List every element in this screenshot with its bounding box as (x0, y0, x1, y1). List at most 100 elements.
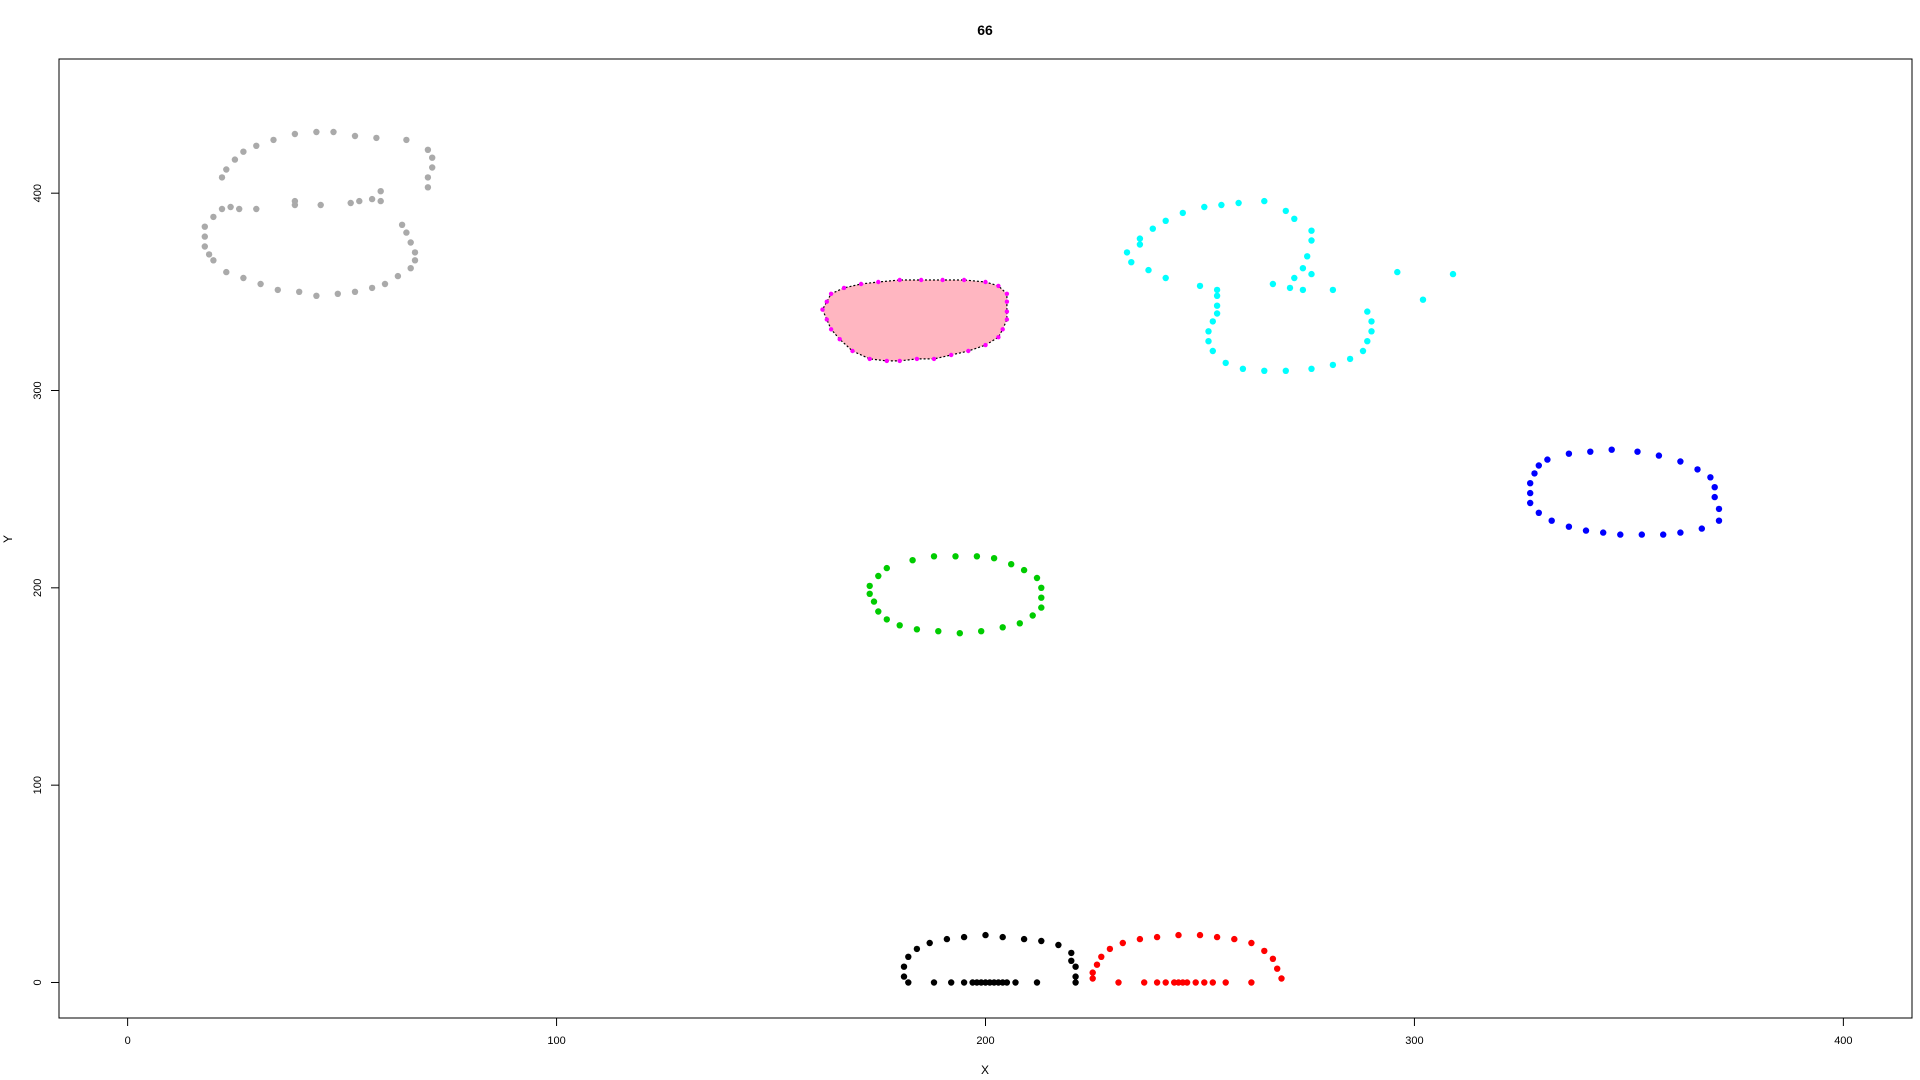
data-point (1162, 274, 1169, 282)
data-point (1115, 979, 1122, 986)
data-point (1419, 296, 1427, 303)
data-point (1544, 456, 1551, 463)
series-0 (201, 128, 436, 299)
data-point (1715, 505, 1723, 513)
data-point (960, 933, 968, 941)
data-point (1136, 935, 1144, 943)
data-point (1694, 466, 1701, 473)
data-point (1033, 979, 1041, 986)
data-point (253, 142, 260, 149)
data-point (1527, 499, 1534, 507)
data-point (1055, 941, 1062, 949)
data-point (1171, 979, 1178, 986)
data-point (1128, 259, 1135, 266)
data-point (940, 277, 945, 283)
data-point (1565, 523, 1573, 530)
data-point (201, 233, 208, 240)
series-3 (1527, 446, 1723, 538)
data-point (1098, 953, 1105, 960)
data-point (1364, 308, 1371, 315)
data-point (356, 197, 363, 205)
data-point (1089, 969, 1096, 976)
data-point (1394, 268, 1401, 276)
data-point (1205, 328, 1212, 335)
data-point (1527, 489, 1534, 497)
y-tick-label: 400 (32, 184, 44, 202)
data-point (1136, 235, 1144, 242)
data-point (913, 626, 921, 633)
data-point (1020, 935, 1028, 943)
data-point (253, 205, 260, 213)
data-point (373, 134, 380, 142)
data-point (274, 286, 281, 294)
data-point (1711, 484, 1718, 491)
data-point (1209, 347, 1217, 355)
data-point (1634, 448, 1641, 455)
data-point (1016, 620, 1023, 627)
x-tick-label: 0 (125, 1035, 131, 1047)
data-point (205, 251, 213, 258)
plot-area (201, 128, 1723, 986)
data-point (1617, 531, 1624, 538)
data-point (966, 348, 971, 354)
data-point (407, 239, 414, 246)
data-point (1248, 939, 1255, 947)
data-point (1213, 302, 1221, 309)
data-point (1308, 227, 1315, 234)
data-point (411, 249, 419, 256)
data-point (1153, 979, 1161, 986)
x-tick-label: 400 (1834, 1035, 1852, 1047)
data-point (1072, 973, 1079, 980)
y-axis-label: Y (1, 535, 15, 543)
data-point (841, 285, 847, 291)
data-point (1235, 199, 1242, 207)
data-point (1201, 203, 1208, 211)
data-point (996, 283, 1001, 289)
data-point (1308, 237, 1315, 244)
data-point (1201, 979, 1208, 986)
data-point (231, 156, 239, 163)
data-point (1004, 291, 1010, 296)
data-point (1145, 266, 1152, 274)
data-point (837, 337, 842, 342)
data-point (1072, 979, 1079, 986)
data-point (429, 164, 436, 171)
data-point (429, 154, 436, 161)
data-point (935, 628, 942, 635)
data-point (398, 221, 406, 228)
data-point (1209, 318, 1217, 325)
data-point (1218, 201, 1225, 209)
data-point (1308, 365, 1315, 372)
data-point (1213, 310, 1221, 317)
data-point (1162, 979, 1169, 986)
data-point (931, 356, 937, 362)
data-point (1711, 493, 1718, 501)
data-point (1368, 328, 1375, 335)
data-point (424, 174, 432, 181)
data-point (913, 945, 921, 953)
data-point (368, 195, 376, 203)
data-point (983, 279, 988, 285)
data-point (1106, 945, 1114, 953)
data-point (1213, 292, 1221, 299)
data-point (824, 299, 829, 304)
data-point (313, 292, 320, 299)
data-point (900, 963, 908, 970)
data-point (1282, 367, 1290, 374)
x-tick-label: 100 (547, 1035, 565, 1047)
data-point (1136, 241, 1144, 248)
chart-title: 66 (977, 22, 993, 38)
data-point (1282, 207, 1290, 215)
data-point (1278, 975, 1285, 982)
data-point (866, 590, 873, 597)
series-4 (866, 553, 1045, 637)
data-point (201, 223, 208, 230)
data-point (1196, 282, 1204, 290)
data-point (900, 973, 908, 980)
data-point (227, 203, 234, 211)
y-tick-label: 0 (32, 979, 44, 985)
data-point (1222, 979, 1229, 986)
data-point (1269, 280, 1277, 288)
data-point (905, 953, 912, 960)
